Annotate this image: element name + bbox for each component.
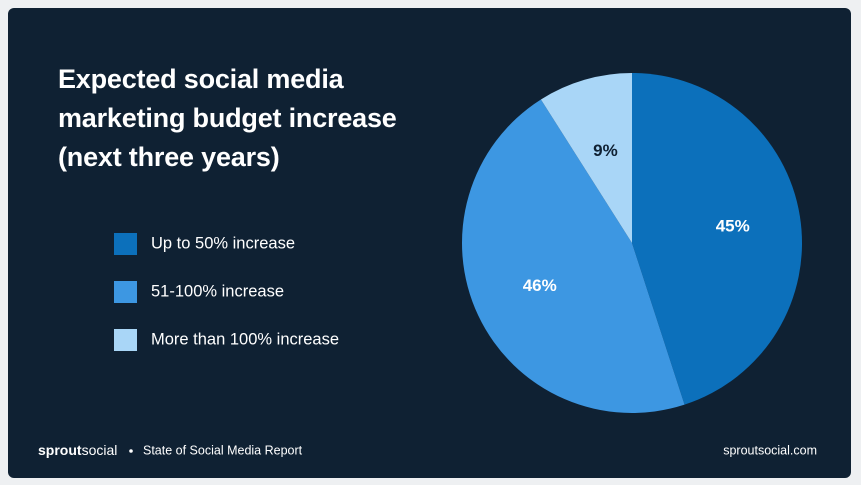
report-name: State of Social Media Report xyxy=(143,443,303,457)
brand-logo: sproutsocial xyxy=(38,442,117,458)
chart-title: Expected social media marketing budget i… xyxy=(58,64,397,172)
brand-bold: sprout xyxy=(38,442,82,458)
pie-slice xyxy=(540,73,632,243)
legend-swatch xyxy=(114,281,137,303)
legend-label: More than 100% increase xyxy=(151,330,339,348)
site-url: sproutsocial.com xyxy=(723,443,817,457)
legend-label: 51-100% increase xyxy=(151,282,284,300)
separator-dot xyxy=(129,449,133,453)
pie-slice xyxy=(461,99,685,414)
pie-slice xyxy=(632,73,802,405)
data-label: 45% xyxy=(716,217,750,236)
data-label: 46% xyxy=(523,276,557,295)
brand: social xyxy=(82,442,118,458)
legend-swatch xyxy=(114,233,137,255)
legend-swatch xyxy=(114,329,137,351)
legend-label: Up to 50% increase xyxy=(151,234,295,252)
data-label: 9% xyxy=(593,141,618,160)
